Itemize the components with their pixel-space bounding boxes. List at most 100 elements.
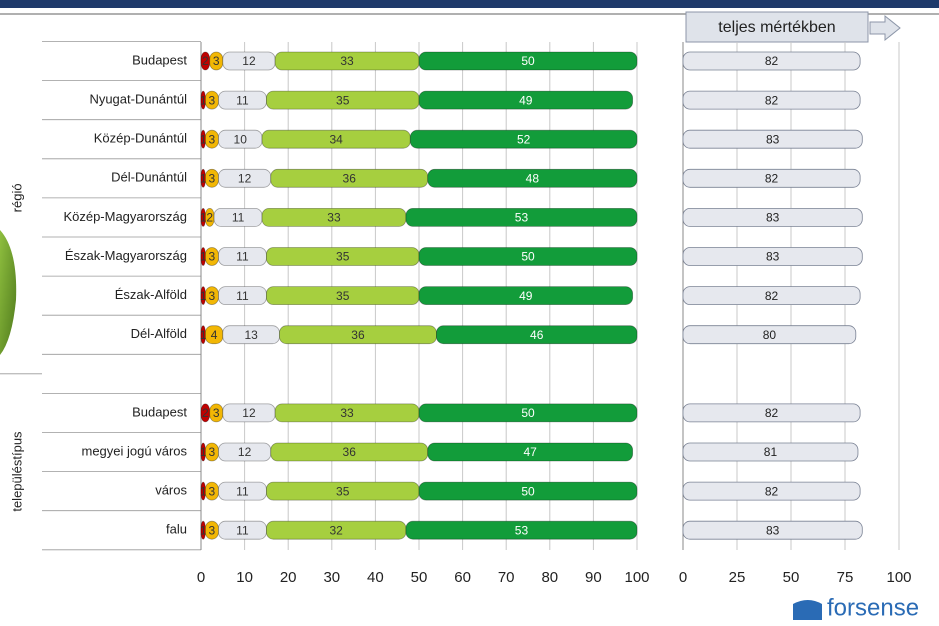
data-label: 3 [209,171,216,185]
data-label: 35 [336,93,350,107]
category-label: Észak-Magyarország [65,248,187,263]
bar-segment [418,90,634,110]
data-label: 36 [343,171,357,185]
data-label: 50 [521,406,535,420]
x-tick-label: 40 [367,569,384,586]
data-label: 11 [236,289,249,303]
bar [682,207,863,227]
header-band [0,0,939,8]
x-tick-label: 20 [280,569,297,586]
x-tick-label: 90 [585,569,602,586]
data-label: 83 [766,211,780,225]
logo-text: forsense [827,594,919,621]
data-label: 12 [238,445,252,459]
data-label: 82 [765,54,779,68]
logo: forsense [793,594,919,621]
data-label: 36 [343,445,357,459]
bar-segment [405,520,638,540]
x-tick-label: 50 [783,569,800,586]
x-tick-label: 0 [679,569,687,586]
category-label: Közép-Magyarország [63,209,187,224]
data-label: 50 [521,54,535,68]
data-label: 36 [351,328,365,342]
data-label: 11 [236,93,249,107]
bar-segment [418,247,638,266]
data-label: 1 [200,484,207,498]
group-label: régió [9,183,24,212]
bar [682,129,863,149]
data-label: 33 [327,211,341,225]
bar-segment [418,481,638,501]
data-label: 50 [521,250,535,264]
x-tick-label: 30 [323,569,340,586]
data-label: 11 [236,523,249,537]
data-label: 47 [524,445,538,459]
data-label: 83 [766,132,780,146]
x-tick-label: 75 [837,569,854,586]
data-label: 34 [329,132,343,146]
data-label: 3 [213,54,220,68]
data-label: 1 [200,523,207,537]
arrow [869,14,901,42]
data-label: 50 [521,484,535,498]
data-label: 1 [200,250,207,264]
data-label: 11 [236,484,249,498]
data-label: 53 [515,211,529,225]
data-label: 33 [340,406,354,420]
data-label: 83 [766,250,780,264]
x-tick-label: 80 [541,569,558,586]
x-tick-label: 50 [411,569,428,586]
data-label: 82 [765,93,779,107]
data-label: 82 [765,289,779,303]
bar-segment [418,403,638,423]
bar-segment [409,129,638,149]
category-label: megyei jogú város [82,443,188,458]
bar [682,442,859,462]
data-label: 12 [242,54,256,68]
data-label: 80 [763,328,777,342]
bar-segment [427,168,638,188]
data-label: 10 [234,132,248,146]
data-label: 4 [211,328,218,342]
bar [682,286,861,306]
x-tick-label: 60 [454,569,471,586]
category-label: Nyugat-Dunántúl [89,92,187,107]
category-label: város [155,483,187,498]
data-label: 3 [209,523,216,537]
data-label: 12 [242,406,256,420]
data-label: 53 [515,523,529,537]
x-tick-label: 10 [236,569,253,586]
x-tick-label: 25 [729,569,746,586]
bar-segment [418,286,634,306]
data-label: 35 [336,250,350,264]
bar [682,247,863,266]
category-label: Budapest [132,404,187,419]
data-label: 1 [200,445,207,459]
bar-segment [427,442,634,462]
data-label: 52 [517,132,531,146]
data-label: 82 [765,484,779,498]
bar [682,168,861,188]
data-label: 3 [209,445,216,459]
data-label: 46 [530,328,544,342]
x-tick-label: 0 [197,569,205,586]
data-label: 1 [200,289,207,303]
data-label: 13 [244,328,258,342]
bar [682,51,861,71]
pie-fragment [0,230,17,355]
data-label: 11 [232,211,245,225]
data-label: 3 [209,289,216,303]
x-tick-label: 100 [624,569,649,586]
data-label: 3 [209,250,216,264]
bar [682,325,857,345]
x-tick-label: 100 [886,569,911,586]
panel-title: teljes mértékben [718,19,835,36]
bar [682,403,861,423]
data-label: 2 [206,211,213,225]
data-label: 2 [202,54,209,68]
panel-title-box [685,11,869,43]
data-label: 49 [519,93,533,107]
x-tick-label: 70 [498,569,515,586]
category-label: Dél-Alföld [131,326,187,341]
